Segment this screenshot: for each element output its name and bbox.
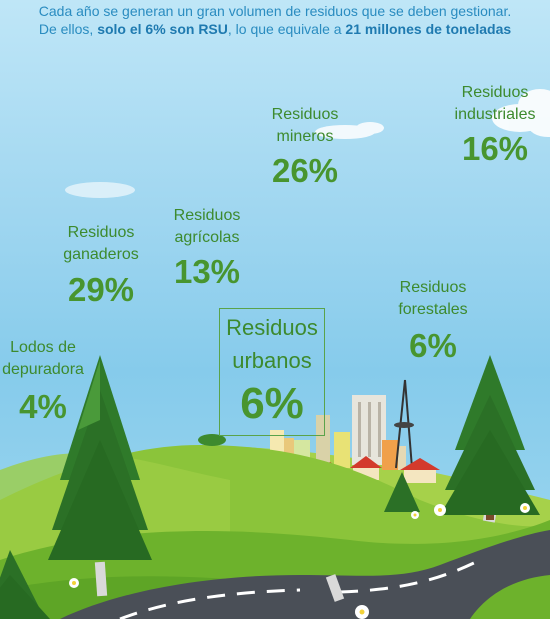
item-percentage: 26% — [271, 152, 339, 189]
item-agricolas: Residuos agrícolas 13% — [152, 205, 262, 292]
item-label: Residuos — [67, 224, 135, 241]
item-label: industriales — [454, 106, 536, 123]
item-label: Residuos — [399, 279, 467, 296]
cloud-icon — [492, 89, 550, 137]
cloud-icon — [65, 182, 135, 198]
fence-post — [94, 561, 108, 597]
intro-highlight: solo el 6% son RSU — [97, 21, 228, 37]
item-label: agrícolas — [174, 229, 240, 246]
item-label: Residuos — [461, 84, 529, 101]
item-industriales: Residuos industriales 16% — [440, 82, 550, 169]
road — [119, 588, 301, 619]
item-percentage: 6% — [409, 327, 457, 364]
pine-tree — [440, 355, 540, 520]
bush — [198, 434, 226, 446]
item-label: Residuos — [271, 106, 339, 123]
road — [339, 558, 481, 594]
item-urbanos-box: Residuos urbanos 6% — [219, 308, 325, 436]
item-label: depuradora — [2, 361, 84, 378]
item-forestales: Residuos forestales 6% — [378, 277, 488, 366]
intro-line-1: Cada año se generan un gran volumen de r… — [38, 3, 512, 19]
fence-post — [325, 574, 345, 602]
city-skyline — [250, 379, 440, 483]
item-percentage: 6% — [240, 379, 304, 428]
intro-text-part: De ellos, — [38, 21, 98, 37]
pine-tree — [0, 550, 50, 619]
item-label: ganaderos — [63, 246, 139, 263]
road — [60, 530, 550, 619]
item-ganaderos: Residuos ganaderos 29% — [46, 222, 156, 310]
item-percentage: 29% — [67, 271, 135, 308]
pine-tree — [384, 472, 420, 512]
item-label: mineros — [276, 128, 334, 145]
intro-text-part: , lo que equivale a — [227, 21, 346, 37]
intro-text: Cada año se generan un gran volumen de r… — [0, 2, 550, 38]
item-label: Lodos de — [10, 339, 76, 356]
item-percentage: 13% — [173, 253, 241, 290]
intro-highlight: 21 millones de toneladas — [345, 21, 512, 37]
item-label: Residuos — [173, 207, 241, 224]
cloud-icon — [315, 122, 384, 139]
item-lodos: Lodos de depuradora 4% — [0, 337, 86, 427]
intro-line-2: De ellos, solo el 6% son RSU, lo que equ… — [0, 20, 550, 38]
item-label: Residuos — [226, 315, 318, 340]
item-percentage: 16% — [461, 130, 529, 167]
item-label: urbanos — [232, 348, 312, 373]
item-percentage: 4% — [19, 388, 67, 425]
item-mineros: Residuos mineros 26% — [250, 104, 360, 191]
item-label: forestales — [398, 301, 468, 318]
pine-tree — [48, 355, 152, 560]
